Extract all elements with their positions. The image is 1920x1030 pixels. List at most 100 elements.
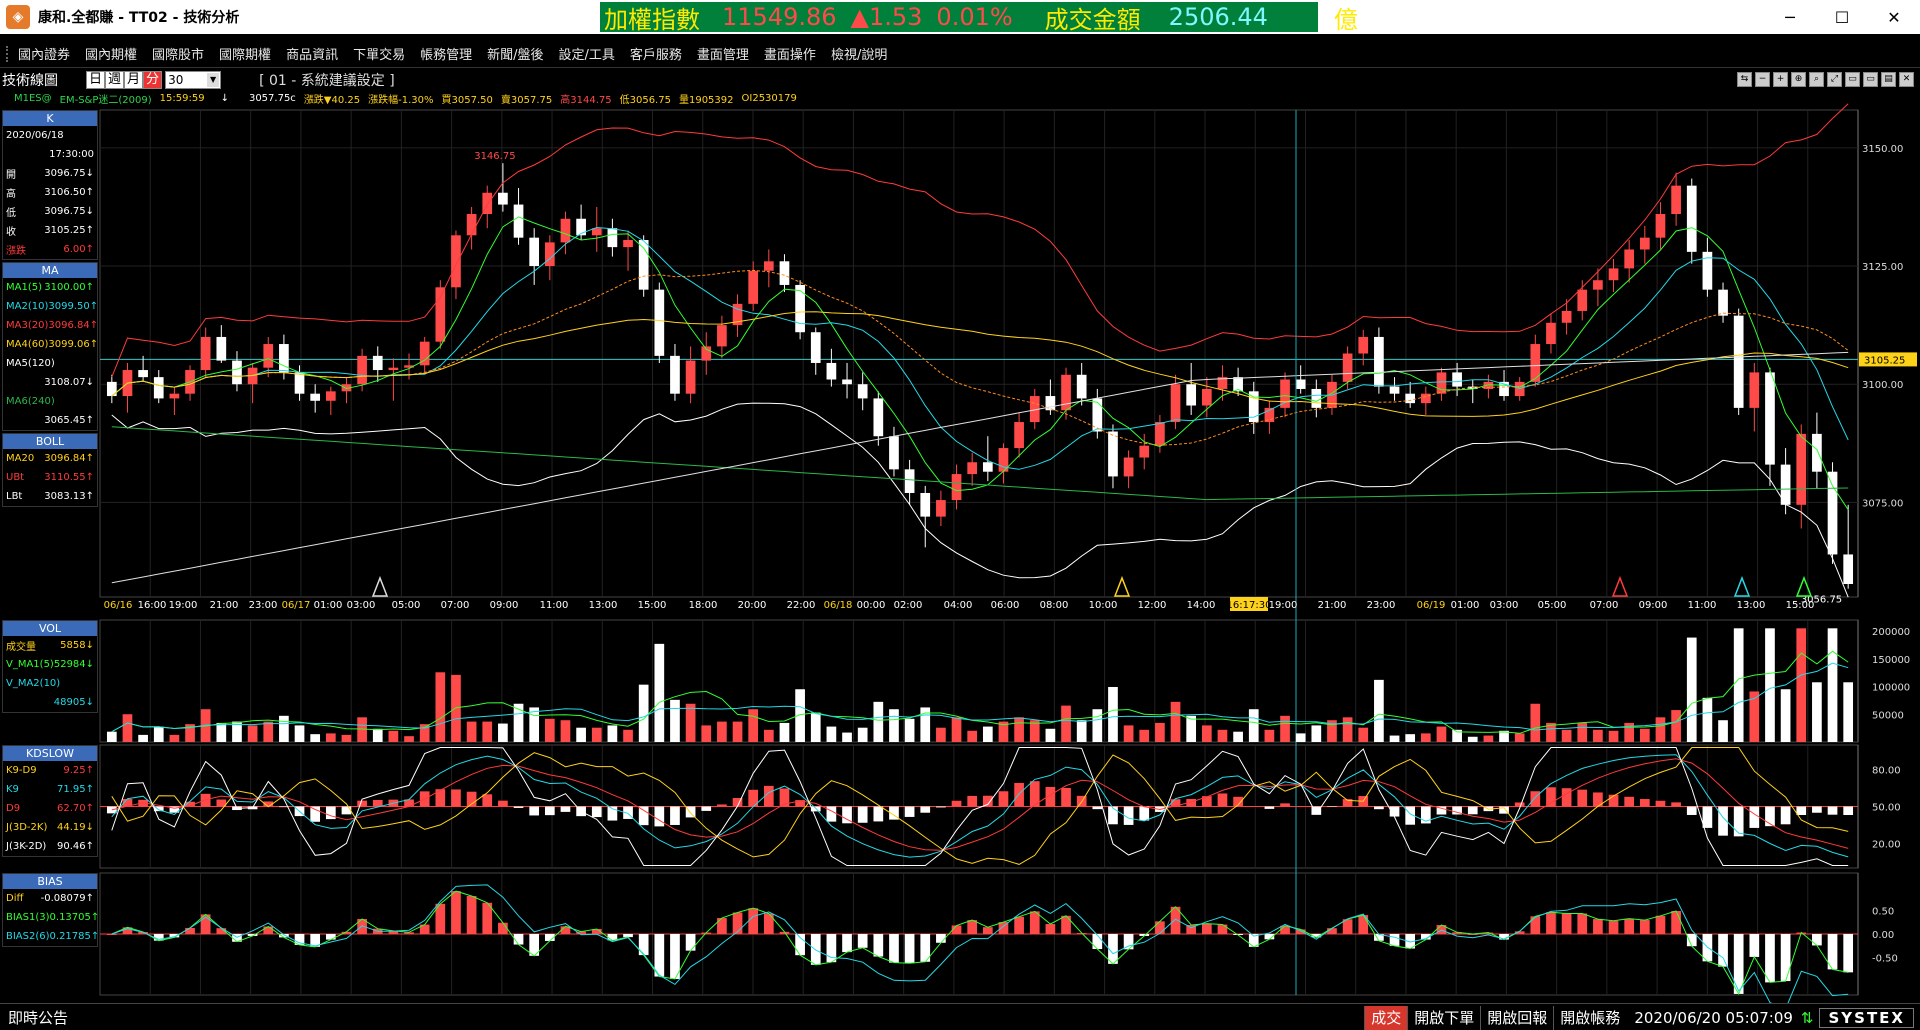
quote-symbol: M1ES@ bbox=[14, 92, 52, 104]
candle-body bbox=[1014, 422, 1024, 449]
menu-item-order[interactable]: 下單交易 bbox=[353, 48, 406, 63]
maximize-button[interactable]: ☐ bbox=[1834, 7, 1850, 27]
layout-icon[interactable]: ▭ bbox=[1863, 72, 1878, 87]
period-week-button[interactable]: 週 bbox=[105, 71, 125, 89]
volume-bar bbox=[1608, 730, 1619, 742]
time-axis-label: 06/16 bbox=[104, 600, 133, 611]
candle-body bbox=[388, 367, 399, 371]
candle-body bbox=[1608, 268, 1619, 281]
price-tick-label: 3150.00 bbox=[1862, 144, 1903, 155]
volume-bar bbox=[1327, 720, 1337, 742]
volume-bar bbox=[1467, 736, 1478, 742]
volume-bar bbox=[998, 721, 1009, 742]
bias-diff-bar bbox=[482, 902, 493, 934]
bias-diff-bar bbox=[623, 934, 633, 938]
bollinger-lower-line bbox=[111, 402, 1849, 598]
candle-body bbox=[357, 355, 367, 385]
candle-body bbox=[1577, 289, 1588, 311]
menu-item-screen-ops[interactable]: 畫面操作 bbox=[763, 48, 816, 63]
menu-item-intl-stocks[interactable]: 國際股市 bbox=[152, 48, 205, 63]
ma120-line bbox=[111, 351, 1849, 584]
volume-bar bbox=[1342, 717, 1353, 742]
high-price-label: 3146.75 bbox=[474, 151, 515, 162]
bias-diff-bar bbox=[732, 912, 743, 934]
volume-bar bbox=[357, 717, 367, 742]
menu-item-accounts[interactable]: 帳務管理 bbox=[420, 48, 473, 63]
zoom-region-icon[interactable]: ⊕ bbox=[1791, 72, 1806, 87]
kd-diff-bar bbox=[1733, 806, 1744, 837]
quote-bid: 買3057.50 bbox=[441, 94, 493, 106]
bias-diff-bar bbox=[1655, 915, 1666, 934]
kd-diff-bar bbox=[1327, 806, 1337, 808]
volume-bar bbox=[1092, 709, 1103, 742]
period-month-button[interactable]: 月 bbox=[124, 71, 144, 89]
volume-bar bbox=[1061, 705, 1071, 742]
menu-item-screen-manage[interactable]: 畫面管理 bbox=[696, 48, 749, 63]
candle-body bbox=[325, 391, 336, 401]
open-report-button[interactable]: 開啟回報 bbox=[1480, 1006, 1553, 1030]
current-price-marker bbox=[1859, 352, 1917, 367]
bias1-row: BIAS1(3) 0.13705↑ bbox=[6, 912, 100, 923]
menu-item-product-info[interactable]: 商品資訊 bbox=[286, 48, 339, 63]
window-icon[interactable]: ▭ bbox=[1845, 72, 1860, 87]
volume-bar bbox=[717, 721, 727, 742]
bias-diff-bar bbox=[982, 927, 993, 934]
j1-row: J(3D-2K) 44.19↓ bbox=[6, 822, 94, 833]
volume-bar bbox=[279, 715, 289, 742]
close-button[interactable]: ✕ bbox=[1887, 7, 1901, 27]
k-close-row: 收 3105.25↑ bbox=[6, 225, 94, 238]
trade-fill-button[interactable]: 成交 bbox=[1364, 1006, 1408, 1030]
bias-diff-bar bbox=[1467, 934, 1478, 935]
volume-bar bbox=[1639, 728, 1650, 742]
zoom-out-icon[interactable]: − bbox=[1755, 72, 1770, 87]
indicator-preset[interactable]: [ 01 - 系統建議設定 ] bbox=[259, 73, 395, 89]
kd-diff-bar bbox=[1280, 803, 1290, 807]
kd-diff-bar bbox=[1389, 806, 1400, 817]
menu-item-settings[interactable]: 設定/工具 bbox=[558, 48, 615, 63]
volume-bar bbox=[1780, 689, 1791, 742]
candle-body bbox=[732, 303, 743, 326]
bias-diff-bar bbox=[779, 931, 790, 934]
swap-icon[interactable]: ⇆ bbox=[1737, 72, 1752, 87]
menu-item-news[interactable]: 新聞/盤後 bbox=[487, 48, 544, 63]
print-icon[interactable]: ▤ bbox=[1881, 72, 1896, 87]
open-order-button[interactable]: 開啟下單 bbox=[1407, 1006, 1480, 1030]
kd-diff-bar bbox=[982, 795, 993, 807]
volume-bar bbox=[638, 684, 649, 742]
zoom-in-icon[interactable]: + bbox=[1773, 72, 1788, 87]
search-icon[interactable]: ⌕ bbox=[1809, 72, 1824, 87]
interval-select[interactable]: 30 ▼ bbox=[165, 71, 222, 89]
vol-ma5-line bbox=[111, 650, 1849, 734]
time-axis-label: 07:00 bbox=[1590, 600, 1619, 611]
volume-bar bbox=[1749, 691, 1760, 742]
period-minute-button[interactable]: 分 bbox=[143, 71, 163, 89]
bias-diff-bar bbox=[670, 934, 680, 980]
chart-close-icon[interactable]: ✕ bbox=[1899, 72, 1914, 87]
expand-icon[interactable]: ⤢ bbox=[1827, 72, 1842, 87]
candle-body bbox=[1295, 379, 1306, 389]
minimize-button[interactable]: ─ bbox=[1785, 7, 1795, 27]
ticker-amount-unit: 億 bbox=[1333, 5, 1358, 34]
menu-item-domestic-securities[interactable]: 國內證券 bbox=[18, 48, 71, 63]
kd-diff-bar bbox=[623, 806, 633, 819]
menu-item-domestic-futures[interactable]: 國內期權 bbox=[85, 48, 138, 63]
time-axis-label: 04:00 bbox=[944, 600, 973, 611]
chevron-down-icon[interactable]: ▼ bbox=[207, 73, 220, 87]
news-label[interactable]: 即時公告 bbox=[8, 1008, 69, 1027]
period-day-button[interactable]: 日 bbox=[86, 71, 106, 89]
bias-diff-bar bbox=[200, 914, 211, 934]
chart-canvas[interactable]: 3150.00 3125.00 3100.00 3075.00 3105.25 3146.… bbox=[0, 0, 1920, 1003]
candle-body bbox=[857, 384, 868, 399]
signal-triangle-icon bbox=[1113, 575, 1131, 597]
volume-bar bbox=[810, 712, 821, 742]
menu-item-intl-futures[interactable]: 國際期權 bbox=[219, 48, 272, 63]
bias-diff-bar bbox=[591, 928, 602, 934]
menu-item-help[interactable]: 檢視/說明 bbox=[830, 48, 888, 63]
menu-item-service[interactable]: 客戶服務 bbox=[629, 48, 682, 63]
open-account-button[interactable]: 開啟帳務 bbox=[1553, 1006, 1626, 1030]
bias-diff-bar bbox=[1061, 915, 1071, 934]
kd-tick-label: 50.00 bbox=[1872, 803, 1901, 814]
candle-body bbox=[451, 235, 461, 288]
candle-body bbox=[435, 287, 446, 342]
